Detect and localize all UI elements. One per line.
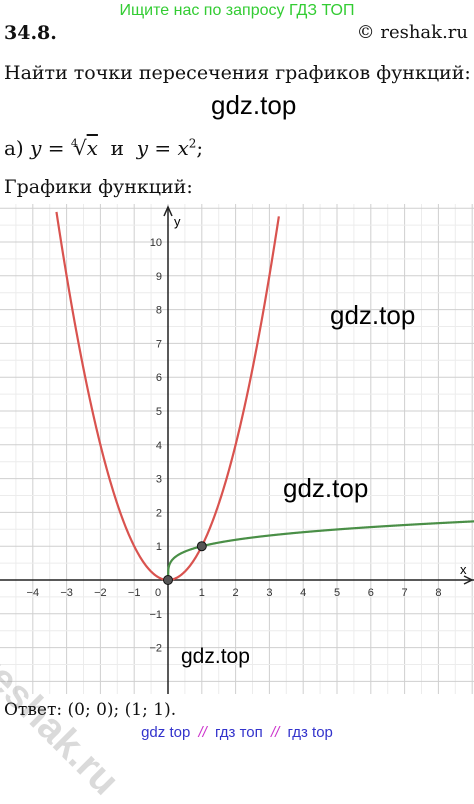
x-tick-label: 7 [402,587,408,599]
copyright: © reshak.ru [356,22,468,43]
watermark-chart-upper: gdz.top [330,300,416,330]
task-statement: Найти точки пересечения графиков функций… [4,62,471,84]
y-tick-label: 5 [156,406,162,418]
y-tick-label: 8 [156,305,162,317]
y-tick-label: 1 [156,541,162,553]
x-tick-label: −2 [94,587,107,599]
y-tick-label: 4 [156,440,162,452]
eq-end: ; [196,136,204,160]
x-tick-label: 2 [233,587,239,599]
footer-sep-2: // [270,724,280,741]
y-tick-label: 2 [156,507,162,519]
answer: Ответ: (0; 0); (1; 1). [4,700,177,720]
x-tick-label: 8 [435,587,441,599]
eq2-lhs: y [136,136,149,160]
x-tick-label: −3 [60,587,73,599]
eq1-radicand: x [86,136,98,160]
x-tick-label: 3 [266,587,272,599]
y-tick-label: 10 [150,237,162,249]
y-tick-label: −2 [149,643,162,655]
conjunction: и [110,136,124,160]
intersection-point [196,541,207,552]
watermark-chart-middle: gdz.top [283,473,369,503]
footer-link-gdz-top[interactable]: gdz top [141,724,191,741]
x-tick-label: 1 [199,587,205,599]
x-tick-label: −4 [27,587,40,599]
y-tick-label: 6 [156,372,162,384]
top-banner: Ищите нас по запросу ГДЗ ТОП [119,2,355,19]
x-tick-label: 5 [334,587,340,599]
eq1-lhs: y [30,136,42,160]
y-axis-arrow [163,205,173,217]
footer-link-gdz-top-mixed[interactable]: гдз top [287,724,333,741]
x-tick-label: 6 [368,587,374,599]
x-axis-label: x [460,562,467,577]
task-number: 34.8. [4,22,57,44]
x-axis-arrow [463,575,474,585]
y-tick-label: 9 [156,271,162,283]
y-tick-label: 3 [156,474,162,486]
watermark-chart-lower: gdz.top [181,645,250,668]
eq2-base: x [177,136,189,160]
function-graph: x y −4 −3 −2 −1 0 1 2 3 4 5 6 7 8 −2 −1 1 2 3 4 5 6 7 8 9 10 [0,204,474,694]
footer-sep-1: // [198,724,207,741]
x-tick-label: −1 [128,587,141,599]
x-tick-label: 4 [300,587,306,599]
radical-sign-icon: √ [73,136,87,160]
eq2-exponent: 2 [188,136,197,151]
task-equations: а) y = 4√x и y = x2; [4,136,204,160]
footer-link-gdz-top-ru[interactable]: гдз топ [215,724,263,741]
x-tick-label: 0 [155,587,161,599]
root-index: 4 [70,137,78,151]
part-label: а) [4,136,24,160]
graphs-label: Графики функций: [4,176,193,198]
footer-links: gdz top // гдз топ // гдз top [0,724,474,741]
y-tick-label: 7 [156,338,162,350]
series-fourth-root [166,520,474,581]
y-tick-label: −1 [149,609,162,621]
watermark-gdz-top: gdz.top [211,90,297,120]
y-axis-label: y [174,214,181,229]
intersection-point [163,575,173,585]
